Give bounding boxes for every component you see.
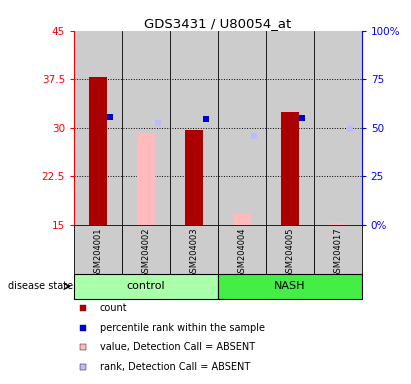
Bar — [266, 225, 314, 274]
Bar — [74, 225, 122, 274]
Bar — [218, 274, 362, 299]
Text: value, Detection Call = ABSENT: value, Detection Call = ABSENT — [100, 342, 255, 352]
Bar — [89, 77, 107, 225]
Bar — [281, 111, 299, 225]
Text: GSM204005: GSM204005 — [285, 227, 294, 278]
Text: GSM204001: GSM204001 — [93, 227, 102, 278]
Bar — [74, 274, 218, 299]
Bar — [266, 31, 314, 225]
Text: NASH: NASH — [274, 281, 305, 291]
Bar — [218, 31, 266, 225]
Text: GSM204003: GSM204003 — [189, 227, 199, 278]
Bar — [74, 31, 122, 225]
Bar — [314, 225, 362, 274]
Text: GSM204017: GSM204017 — [333, 227, 342, 278]
Title: GDS3431 / U80054_at: GDS3431 / U80054_at — [144, 17, 291, 30]
Bar — [185, 130, 203, 225]
Bar — [170, 31, 218, 225]
Bar — [122, 225, 170, 274]
Text: percentile rank within the sample: percentile rank within the sample — [100, 323, 265, 333]
Text: rank, Detection Call = ABSENT: rank, Detection Call = ABSENT — [100, 362, 250, 372]
Bar — [233, 214, 251, 225]
Text: GSM204004: GSM204004 — [237, 227, 246, 278]
Bar — [137, 133, 155, 225]
Bar — [329, 223, 347, 225]
Bar — [314, 31, 362, 225]
Text: control: control — [127, 281, 165, 291]
Text: count: count — [100, 303, 127, 313]
Bar — [170, 225, 218, 274]
Text: GSM204002: GSM204002 — [141, 227, 150, 278]
Bar — [218, 225, 266, 274]
Bar — [122, 31, 170, 225]
Text: disease state: disease state — [8, 281, 73, 291]
